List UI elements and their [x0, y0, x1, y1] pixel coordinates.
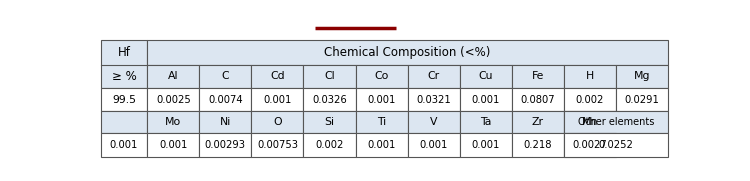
Bar: [512, 134, 564, 157]
Bar: [408, 111, 460, 134]
Bar: [147, 40, 668, 65]
Bar: [100, 40, 147, 88]
Bar: [200, 111, 251, 134]
Text: 0.0291: 0.0291: [625, 94, 659, 105]
Bar: [251, 88, 304, 111]
Bar: [304, 134, 355, 157]
Bar: [304, 111, 355, 134]
Bar: [512, 111, 564, 134]
Text: 0.0252: 0.0252: [598, 140, 634, 150]
Text: 0.002: 0.002: [315, 140, 344, 150]
Bar: [356, 111, 408, 134]
Bar: [512, 88, 564, 111]
Bar: [564, 65, 616, 88]
Bar: [460, 65, 512, 88]
Bar: [564, 111, 616, 134]
Text: 0.00293: 0.00293: [205, 140, 246, 150]
Text: 99.5: 99.5: [112, 94, 136, 105]
Text: Hf: Hf: [118, 46, 130, 59]
Bar: [512, 65, 564, 88]
Text: 0.0326: 0.0326: [312, 94, 347, 105]
Text: 0.0074: 0.0074: [208, 94, 243, 105]
Bar: [408, 134, 460, 157]
Bar: [616, 88, 668, 111]
Bar: [100, 111, 147, 134]
Text: 0.0321: 0.0321: [416, 94, 451, 105]
Text: Cd: Cd: [270, 71, 285, 81]
Bar: [147, 134, 200, 157]
Text: 0.218: 0.218: [524, 140, 552, 150]
Text: 0.0027: 0.0027: [572, 140, 608, 150]
Text: H: H: [586, 71, 594, 81]
Bar: [460, 134, 512, 157]
Text: 0.001: 0.001: [472, 140, 500, 150]
Text: Mo: Mo: [165, 117, 182, 127]
Text: 0.00753: 0.00753: [257, 140, 298, 150]
Bar: [460, 88, 512, 111]
Bar: [200, 88, 251, 111]
Bar: [304, 65, 355, 88]
Text: Chemical Composition (<%): Chemical Composition (<%): [325, 46, 490, 59]
Bar: [147, 65, 200, 88]
Bar: [460, 111, 512, 134]
Bar: [616, 65, 668, 88]
Bar: [356, 65, 408, 88]
Bar: [304, 88, 355, 111]
Text: Mg: Mg: [634, 71, 650, 81]
Text: 0.002: 0.002: [576, 94, 604, 105]
Text: Ti: Ti: [377, 117, 386, 127]
Text: Mn: Mn: [582, 117, 598, 127]
Text: 0.001: 0.001: [110, 140, 138, 150]
Bar: [408, 65, 460, 88]
Text: Co: Co: [374, 71, 388, 81]
Text: Ta: Ta: [480, 117, 491, 127]
Bar: [100, 88, 147, 111]
Text: Zr: Zr: [532, 117, 544, 127]
Text: 0.001: 0.001: [159, 140, 188, 150]
Bar: [147, 111, 200, 134]
Bar: [200, 134, 251, 157]
Text: ≥ %: ≥ %: [112, 70, 136, 83]
Bar: [147, 88, 200, 111]
Bar: [251, 134, 304, 157]
Text: 0.0025: 0.0025: [156, 94, 190, 105]
Text: O: O: [273, 117, 282, 127]
Text: Cr: Cr: [427, 71, 439, 81]
Bar: [251, 111, 304, 134]
Bar: [564, 134, 616, 157]
Text: Other elements: Other elements: [578, 117, 654, 127]
Text: 0.001: 0.001: [263, 94, 292, 105]
Text: Fe: Fe: [532, 71, 544, 81]
Text: Al: Al: [168, 71, 178, 81]
Bar: [356, 134, 408, 157]
Bar: [251, 65, 304, 88]
Text: 0.001: 0.001: [368, 140, 396, 150]
Text: Cu: Cu: [478, 71, 493, 81]
Text: Si: Si: [325, 117, 334, 127]
Bar: [564, 111, 668, 134]
Text: V: V: [430, 117, 437, 127]
Text: 0.0807: 0.0807: [520, 94, 555, 105]
Bar: [408, 88, 460, 111]
Text: 0.001: 0.001: [368, 94, 396, 105]
Text: Cl: Cl: [324, 71, 334, 81]
Bar: [200, 65, 251, 88]
Bar: [100, 134, 147, 157]
Bar: [564, 88, 616, 111]
Text: 0.001: 0.001: [472, 94, 500, 105]
Text: Ni: Ni: [220, 117, 231, 127]
Text: C: C: [221, 71, 230, 81]
Bar: [564, 134, 668, 157]
Bar: [356, 88, 408, 111]
Text: 0.001: 0.001: [419, 140, 448, 150]
